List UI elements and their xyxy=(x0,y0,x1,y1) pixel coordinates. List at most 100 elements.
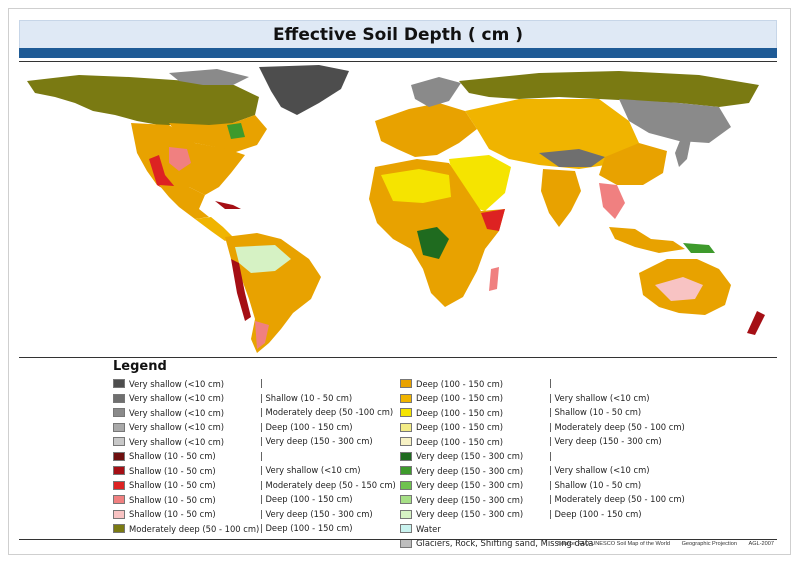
legend-swatch xyxy=(113,509,125,519)
legend-swatch xyxy=(113,480,125,490)
legend-sublabel: | Very deep (150 - 300 cm) xyxy=(260,436,373,446)
land-madagascar xyxy=(489,267,499,291)
region-eurasia xyxy=(375,71,759,253)
land-greenland xyxy=(259,65,349,115)
legend-item: Very deep (150 - 300 cm) xyxy=(400,479,523,492)
land-arctic-islands xyxy=(169,69,249,85)
legend-item: Deep (100 - 150 cm) xyxy=(400,392,503,405)
legend-item: Very shallow (<10 cm) xyxy=(113,406,224,419)
legend-swatch xyxy=(113,408,125,417)
legend-item: Very deep (150 - 300 cm) xyxy=(400,450,523,463)
legend-item: Very shallow (<10 cm) xyxy=(113,377,224,390)
title-bar: Effective Soil Depth ( cm ) xyxy=(19,20,777,50)
legend-label: Very deep (150 - 300 cm) xyxy=(416,480,524,490)
legend-item: Very deep (150 - 300 cm) xyxy=(400,464,523,477)
legend-label: Deep (100 - 150 cm) xyxy=(416,436,504,447)
legend-sublabel: | Very deep (150 - 300 cm) xyxy=(260,508,373,519)
region-oceania xyxy=(639,243,765,335)
legend-label: Very shallow (<10 cm) xyxy=(129,393,225,403)
legend-sublabel: | Shallow (10 - 50 cm) xyxy=(549,479,642,490)
land-indonesia xyxy=(609,227,685,253)
land-patagonia xyxy=(255,321,269,349)
legend-sublabel: | Shallow (10 - 50 cm) xyxy=(260,392,353,403)
legend-sublabel: | Very shallow (<10 cm) xyxy=(549,392,650,403)
legend-swatch xyxy=(113,451,125,461)
land-canada-forest xyxy=(227,123,245,139)
legend-sublabel: | Deep (100 - 150 cm) xyxy=(260,523,353,533)
legend-item: Very deep (150 - 300 cm) xyxy=(400,508,523,521)
legend-swatch xyxy=(113,437,125,446)
legend-item: Deep (100 - 150 cm) xyxy=(400,421,503,434)
footer-projection: Geographic Projection xyxy=(681,541,737,547)
legend-label: Very deep (150 - 300 cm) xyxy=(416,494,524,505)
legend-sublabel: | xyxy=(549,450,552,461)
title-rule xyxy=(19,61,777,62)
legend-swatch xyxy=(400,451,412,461)
land-andes xyxy=(231,259,251,321)
legend-item: Shallow (10 - 50 cm) xyxy=(113,450,216,463)
legend-swatch xyxy=(113,466,125,475)
legend-item: Deep (100 - 150 cm) xyxy=(400,406,503,419)
legend-label: Shallow (10 - 50 cm) xyxy=(129,480,216,490)
footer: Source: FAO-UNESCO Soil Map of the World… xyxy=(547,541,774,547)
land-japan xyxy=(675,133,691,167)
footer-code: AGL-2007 xyxy=(748,541,775,547)
legend-swatch xyxy=(400,422,412,432)
legend-sublabel: | Very deep (150 - 300 cm) xyxy=(549,436,662,446)
land-siberia xyxy=(459,71,759,107)
land-canada-east xyxy=(169,115,267,153)
legend-sublabel: | Very shallow (<10 cm) xyxy=(549,465,650,475)
title-band xyxy=(19,48,777,58)
legend-swatch xyxy=(113,393,125,403)
land-new-zealand xyxy=(747,311,765,335)
land-caribbean xyxy=(215,201,241,209)
legend-label: Shallow (10 - 50 cm) xyxy=(129,451,216,461)
land-sahara xyxy=(381,169,451,203)
land-us-west xyxy=(149,155,175,191)
land-europe xyxy=(375,103,477,157)
land-china xyxy=(599,143,667,185)
land-central-america xyxy=(195,217,233,241)
legend-sublabel: | xyxy=(260,378,263,388)
legend-sublabel: | Deep (100 - 150 cm) xyxy=(260,421,353,432)
legend-item: Moderately deep (50 - 100 cm) xyxy=(113,522,259,535)
land-russia-east xyxy=(619,99,731,143)
land-alaska-canada xyxy=(27,75,259,137)
legend-item: Very shallow (<10 cm) xyxy=(113,435,224,448)
legend-label: Very deep (150 - 300 cm) xyxy=(416,509,524,519)
legend-sublabel: | Moderately deep (50 -100 cm) xyxy=(260,407,394,417)
legend-swatch xyxy=(400,393,412,403)
legend-label: Shallow (10 - 50 cm) xyxy=(129,465,216,476)
land-india xyxy=(541,169,581,227)
footer-source: Source: FAO-UNESCO Soil Map of the World xyxy=(557,541,671,547)
legend-swatch xyxy=(113,524,125,533)
legend-rule xyxy=(19,357,777,358)
bottom-rule xyxy=(19,539,777,540)
legend-label: Moderately deep (50 - 100 cm) xyxy=(129,523,260,534)
legend-sublabel: | xyxy=(549,378,552,388)
legend-sublabel: | Shallow (10 - 50 cm) xyxy=(549,407,642,417)
legend-swatch xyxy=(400,437,412,446)
legend-label: Shallow (10 - 50 cm) xyxy=(129,509,216,519)
legend-sublabel: | Moderately deep (50 - 100 cm) xyxy=(549,421,685,432)
land-papua xyxy=(683,243,715,253)
legend-item: Shallow (10 - 50 cm) xyxy=(113,464,216,477)
legend-sublabel: | Deep (100 - 150 cm) xyxy=(260,494,353,504)
legend-item: Very shallow (<10 cm) xyxy=(113,392,224,405)
legend-label: Shallow (10 - 50 cm) xyxy=(129,494,216,505)
legend-label: Very shallow (<10 cm) xyxy=(129,407,225,418)
legend-sublabel: | xyxy=(260,450,263,461)
legend-label: Deep (100 - 150 cm) xyxy=(416,378,504,389)
legend-label: Very shallow (<10 cm) xyxy=(129,422,225,432)
region-africa xyxy=(369,159,505,307)
legend-swatch xyxy=(400,466,412,475)
legend-label: Water xyxy=(416,523,441,534)
legend-label: Very shallow (<10 cm) xyxy=(129,378,225,389)
legend-sublabel: | Very shallow (<10 cm) xyxy=(260,465,361,475)
legend-label: Deep (100 - 150 cm) xyxy=(416,393,504,403)
land-australia-interior xyxy=(655,277,703,301)
legend: Very shallow (<10 cm) | Very shallow (<10 … xyxy=(113,377,773,548)
legend-item: Shallow (10 - 50 cm) xyxy=(113,479,216,492)
legend-item: Deep (100 - 150 cm) xyxy=(400,435,503,448)
legend-swatch xyxy=(400,379,412,388)
